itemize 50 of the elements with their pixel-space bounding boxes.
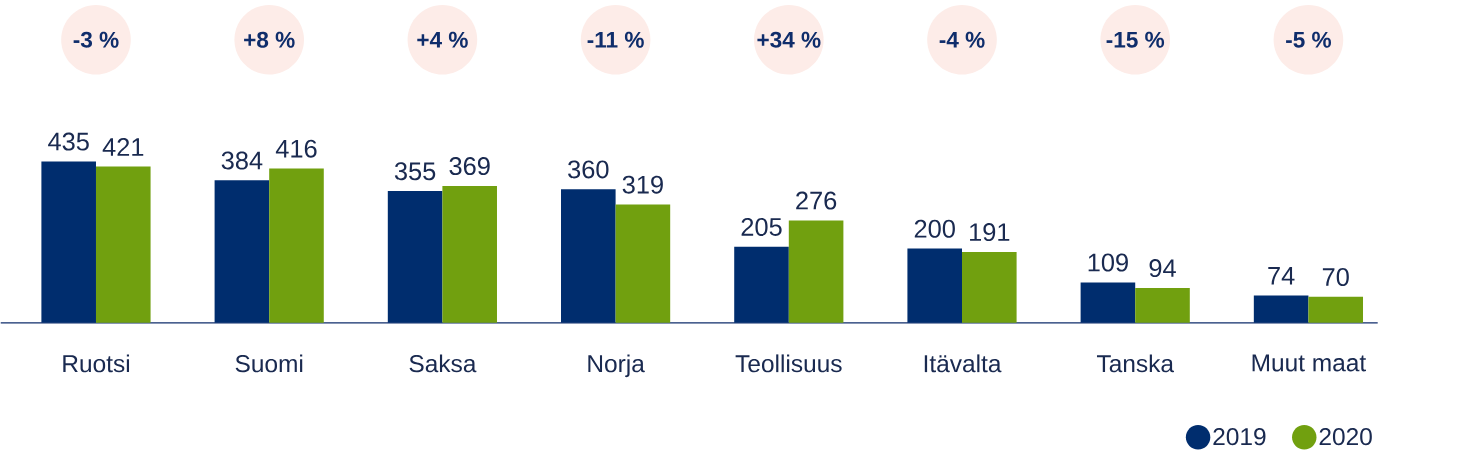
x-tick-label: Norja [588,354,645,378]
data-label: 70 [1322,267,1349,286]
bar [214,180,270,323]
data-label: 319 [622,175,663,194]
text: -15 % [1106,31,1165,48]
text: -5 % [1286,31,1332,48]
data-label: 109 [1088,253,1128,272]
data-label: 421 [102,137,144,156]
bar [561,189,616,323]
data-label: 191 [970,222,1010,241]
bar [1253,295,1309,323]
bar [907,248,963,323]
data-label: 94 [1149,258,1176,277]
bar [442,185,497,323]
x-tick-label: Itävalta [924,354,1002,373]
text: -11 % [587,31,644,48]
legend-label: 2020 [1319,427,1372,446]
bar [1080,282,1136,323]
data-label: 205 [741,217,782,236]
legend-label: 2019 [1213,427,1266,446]
bar [615,204,671,323]
x-tick-label: Tanska [1096,354,1174,373]
text: -4 % [939,31,985,48]
text: +8 % [244,31,295,48]
bar [962,251,1017,323]
data-label: 416 [275,139,317,158]
bar [387,190,443,323]
data-label: 384 [221,151,263,170]
bar [1308,296,1364,323]
text: +4 % [417,31,468,48]
text: +34 % [757,31,821,48]
data-label: 369 [449,156,490,175]
data-label: 276 [796,191,837,210]
text: -3 % [73,31,119,48]
bar [95,166,151,323]
data-label: 355 [394,162,436,181]
bar [1135,287,1190,323]
data-label: 200 [914,219,955,238]
bar [41,161,96,323]
x-tick-label: Muut maat [1252,354,1367,372]
x-tick-label: Suomi [235,354,303,373]
x-tick-label: Teollisuus [735,354,842,373]
x-tick-label: Ruotsi [63,354,130,373]
bar [269,168,324,323]
bar [788,220,844,323]
x-tick-label: Saksa [409,354,477,373]
bar [734,246,789,323]
data-label: 435 [48,132,89,151]
data-label: 360 [568,160,609,179]
data-label: 74 [1268,266,1295,285]
